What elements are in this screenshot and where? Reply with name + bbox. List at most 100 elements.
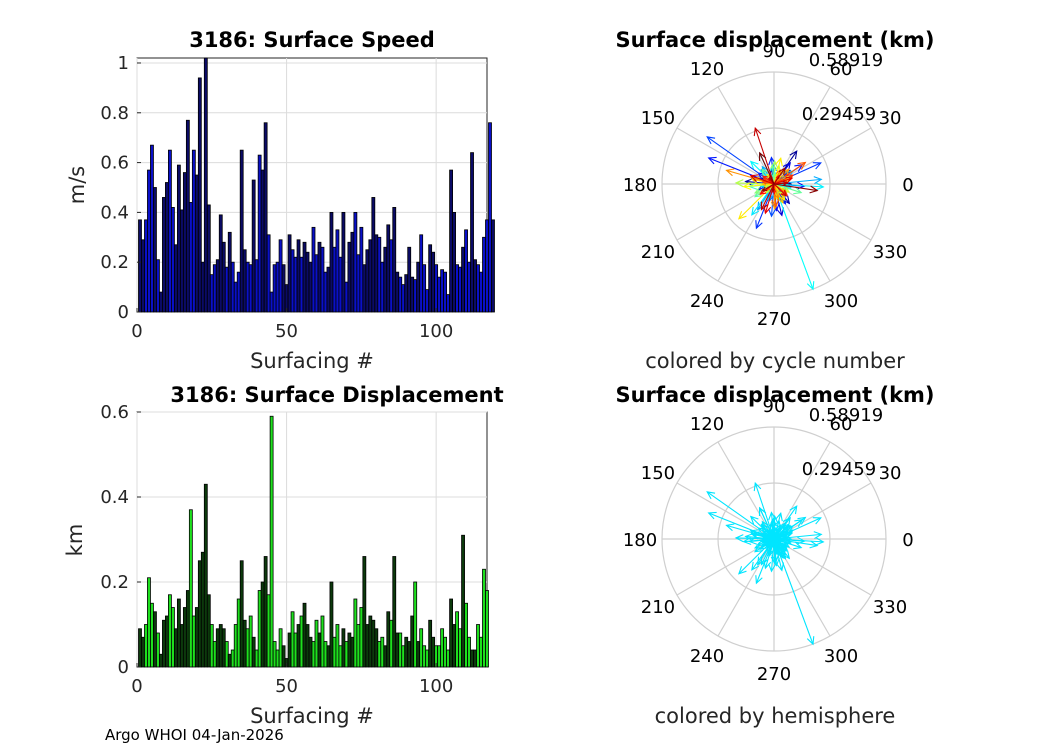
speed-bar [425,289,430,313]
speed-bar [293,256,298,313]
speed-bar [452,211,456,313]
displacement-bar [215,628,220,668]
displacement-xtick-label: 0 [131,676,142,697]
polar2-angle-label: 90 [763,396,786,417]
displacement-bar-chart: 0 50 100 0 0.2 0.4 0.6 3186: Surface Displacem… [63,383,504,728]
polar2-angle-label: 0 [902,530,913,551]
displacement-bars [138,415,489,668]
speed-grid [136,58,487,313]
polar1-vector-head [768,208,777,218]
displacement-bar [203,483,208,668]
speed-bar [458,266,462,313]
speed-bar [401,284,406,313]
displacement-bar [329,581,334,668]
polar2-vector [773,532,793,540]
polar2-vector [773,538,824,543]
displacement-bar [359,607,364,668]
polar1-vector-head [751,206,760,216]
displacement-bar [386,611,391,668]
polar1-vector [750,175,775,185]
polar1-vector-head [758,151,767,161]
speed-ytick-label: 0.4 [100,202,129,223]
displacement-bar [209,624,214,668]
polar2-vector-head [744,533,754,542]
polar2-vector-head [782,535,789,541]
polar1-vector [773,183,802,194]
polar2-vector-head [763,560,772,570]
speed-bar [218,214,223,313]
displacement-bar [371,619,376,668]
polar1-vector-head [755,220,763,230]
displacement-bar [326,645,331,668]
speed-bar [168,149,172,313]
polar1-vector [773,162,806,185]
polar2-angle-label: 210 [641,597,675,618]
displacement-bar [317,632,322,668]
displacement-bar [437,645,442,668]
displacement-bar [347,632,352,668]
speed-bar [239,149,244,313]
speed-bar [296,239,301,313]
speed-bar [410,276,415,313]
polar2-vector [759,507,775,540]
displacement-bar [147,577,151,668]
displacement-bar [416,641,421,668]
speed-bar [299,256,304,313]
polar2-vector-head [770,514,779,524]
polar2-vector-head [760,556,769,566]
displacement-bar [233,624,238,668]
displacement-bar [392,556,397,668]
displacement-bar [335,624,340,668]
speed-bar [302,241,307,313]
polar1-vector [754,127,775,185]
displacement-bar [479,636,483,668]
speed-bar [162,197,166,313]
speed-bar [362,264,367,313]
speed-bar [233,281,238,313]
displacement-bar [482,568,486,668]
displacement-bar [365,624,370,668]
displacement-bar [311,641,316,668]
speed-bar [227,231,232,313]
polar1-angle-label: 60 [830,59,853,80]
displacement-bar [305,624,310,668]
displacement-bar [275,649,280,668]
displacement-bar [290,611,295,668]
speed-bar [449,169,453,313]
speed-bar [260,169,265,313]
displacement-bar [159,653,163,668]
speed-bar [197,77,202,313]
speed-bar [476,264,480,313]
polar2-vector-head [762,530,768,536]
displacement-bar [419,628,424,668]
displacement-bar [401,645,406,668]
speed-bar [359,226,364,313]
displacement-xtick-label: 100 [419,676,453,697]
displacement-bar [404,636,409,668]
speed-bar [488,122,492,313]
displacement-bar [182,607,187,668]
displacement-bar [260,581,265,668]
speed-bar [263,122,268,313]
displacement-bar [431,636,436,668]
displacement-bar [422,645,427,668]
polar1-angle-label: 330 [873,242,907,263]
polar1-vector-head [780,190,788,197]
speed-bar [377,236,382,313]
speed-bar [290,249,295,313]
displacement-bar [380,636,385,668]
polar2-vector-head [761,523,769,531]
displacement-bar [395,632,400,668]
speed-bar [446,294,451,313]
displacement-bar [296,624,301,668]
polar2-arrows [706,481,825,646]
displacement-bar [485,590,489,668]
polar2-angle-label: 270 [757,664,791,685]
displacement-bar [263,556,268,668]
displacement-bar [281,645,286,668]
displacement-bar [191,615,196,668]
speed-bar [159,291,163,313]
displacement-ytick-label: 0 [118,657,129,678]
speed-ytick-label: 0 [118,302,129,323]
